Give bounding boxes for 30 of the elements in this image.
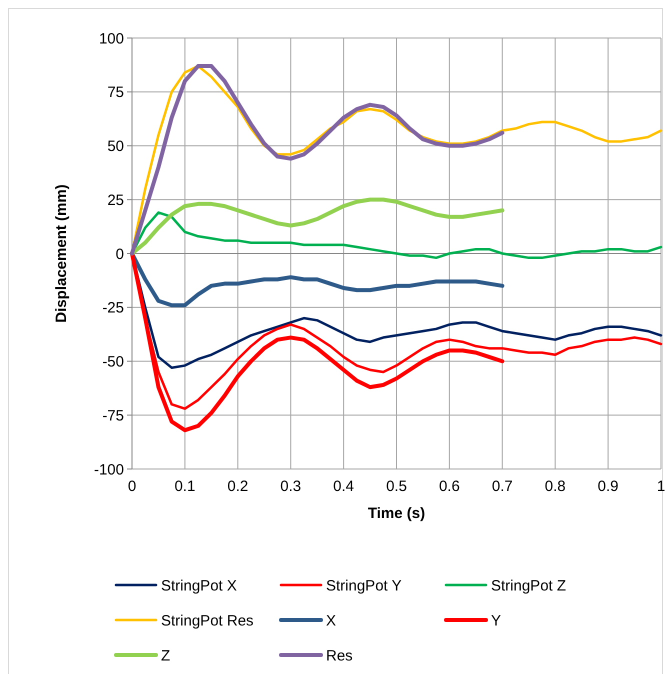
x-axis-title: Time (s)	[368, 505, 426, 522]
y-tick-label: 100	[98, 30, 124, 48]
x-tick-label: 0.7	[492, 478, 513, 495]
x-tick-label: 0.5	[386, 478, 407, 495]
x-tick-label: 0.1	[174, 478, 196, 495]
x-tick-label: 0.6	[438, 478, 460, 495]
y-tick-label: -75	[102, 407, 124, 424]
y-tick-label: 75	[107, 84, 124, 102]
y-axis-title: Displacement (mm)	[53, 184, 70, 323]
x-tick-label: 0.3	[280, 478, 302, 495]
y-tick-label: -100	[94, 461, 124, 478]
legend-label: X	[326, 612, 336, 630]
legend-label: StringPot Y	[326, 577, 402, 594]
y-tick-label: 50	[107, 138, 124, 155]
y-tick-label: 0	[116, 246, 124, 263]
x-tick-label: 0	[128, 478, 136, 495]
x-tick-label: 1	[656, 478, 666, 495]
legend-label: Y	[491, 612, 502, 630]
y-tick-label: -25	[102, 300, 124, 317]
x-tick-label: 0.9	[598, 478, 619, 495]
legend-label: StringPot Z	[491, 577, 566, 594]
x-tick-label: 0.2	[227, 478, 248, 495]
legend-label: Res	[326, 647, 353, 664]
x-tick-label: 0.4	[333, 478, 354, 495]
legend-label: Z	[161, 647, 170, 664]
x-tick-label: 0.8	[544, 478, 566, 495]
legend-label: StringPot Res	[161, 612, 254, 630]
y-tick-label: -50	[102, 354, 124, 370]
legend-label: StringPot X	[161, 577, 237, 594]
y-tick-label: 25	[107, 192, 124, 209]
